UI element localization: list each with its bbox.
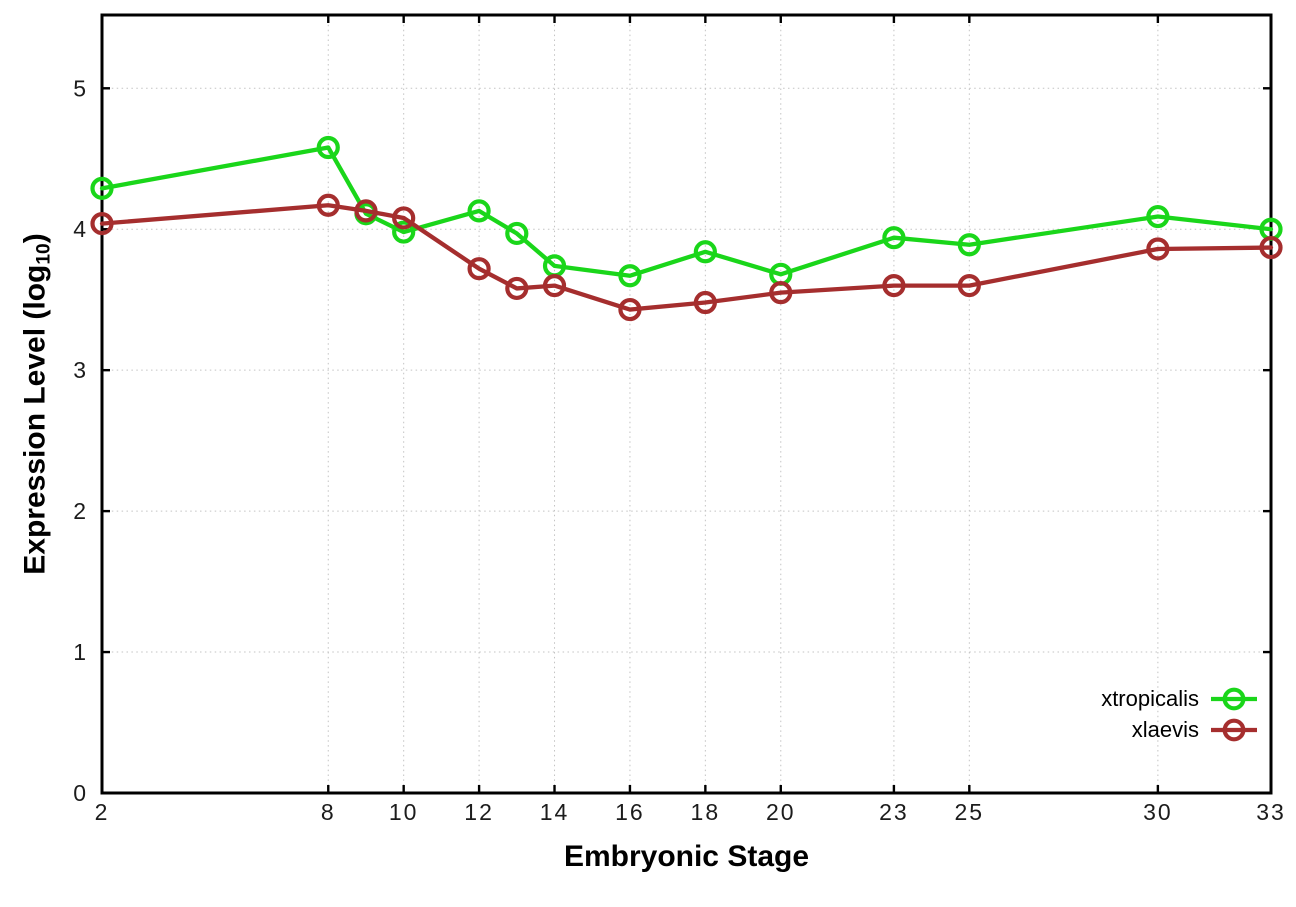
svg-text:10: 10 xyxy=(389,799,419,825)
svg-text:23: 23 xyxy=(879,799,909,825)
tick-marks xyxy=(100,15,1273,795)
svg-text:8: 8 xyxy=(321,799,336,825)
svg-text:14: 14 xyxy=(540,799,570,825)
svg-text:30: 30 xyxy=(1143,799,1173,825)
y-axis-title-text: Expression Level (log xyxy=(18,264,52,575)
svg-text:4: 4 xyxy=(73,216,88,242)
y-axis-title: Expression Level (log10) xyxy=(19,233,56,574)
svg-text:25: 25 xyxy=(955,799,985,825)
x-axis-title: Embryonic Stage xyxy=(563,840,810,873)
svg-text:1: 1 xyxy=(73,639,88,665)
legend-label-xlaevis: xlaevis xyxy=(1131,716,1199,742)
svg-text:16: 16 xyxy=(615,799,645,825)
y-axis-title-subscript: 10 xyxy=(33,243,55,265)
legend-marker-xtropicalis-icon xyxy=(1211,687,1257,710)
svg-text:18: 18 xyxy=(691,799,721,825)
legend: xtropicalis xlaevis xyxy=(1101,683,1258,745)
series-line-xlaevis xyxy=(99,203,1274,312)
svg-text:3: 3 xyxy=(73,357,88,383)
svg-text:12: 12 xyxy=(464,799,494,825)
gridlines xyxy=(102,15,1271,793)
series-markers-xlaevis xyxy=(90,193,1283,322)
y-tick-labels: 0 1 2 3 4 5 xyxy=(73,75,88,806)
legend-item-xlaevis: xlaevis xyxy=(1101,714,1258,745)
svg-text:2: 2 xyxy=(95,799,110,825)
x-tick-labels: 2 8 10 12 14 16 18 20 23 25 30 33 xyxy=(95,799,1286,825)
svg-text:2: 2 xyxy=(73,498,88,524)
svg-text:5: 5 xyxy=(73,75,88,101)
y-axis-title-close: ) xyxy=(18,233,52,244)
svg-text:0: 0 xyxy=(73,780,88,806)
plot-border xyxy=(100,13,1273,795)
legend-marker-xlaevis-icon xyxy=(1211,718,1257,741)
legend-label-xtropicalis: xtropicalis xyxy=(1101,685,1199,711)
svg-text:33: 33 xyxy=(1256,799,1286,825)
legend-item-xtropicalis: xtropicalis xyxy=(1101,683,1258,714)
series-line-xtropicalis xyxy=(99,145,1274,278)
svg-text:20: 20 xyxy=(766,799,796,825)
